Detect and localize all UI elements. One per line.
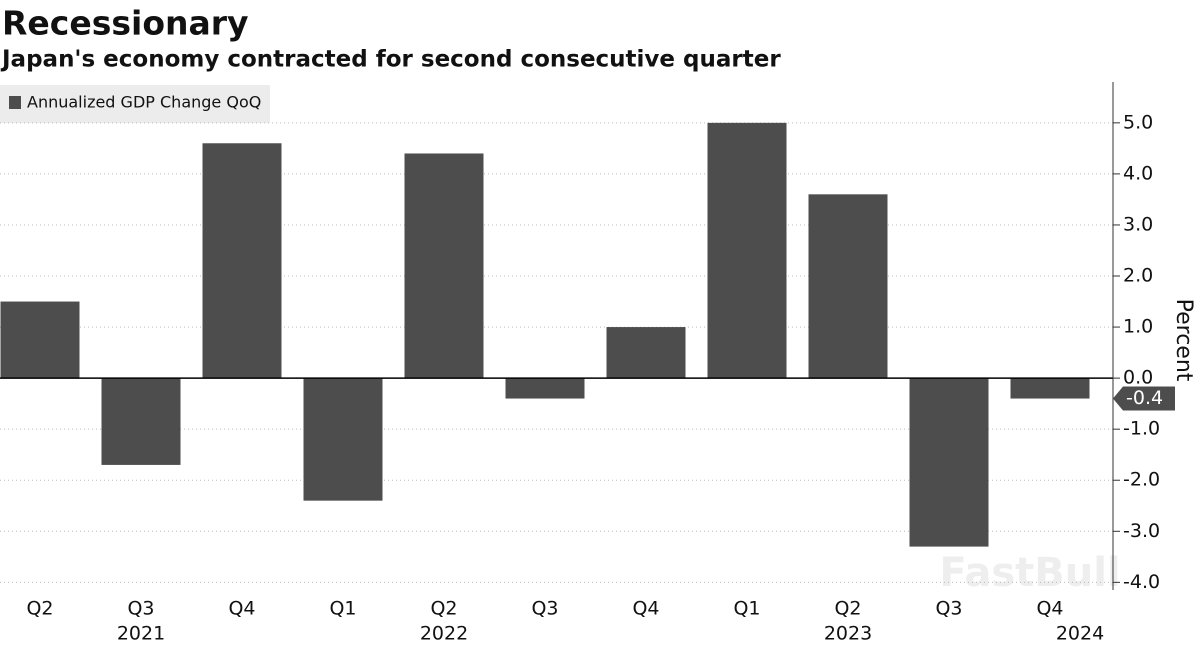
bars	[0, 122, 1090, 547]
y-tick-label: 5.0	[1123, 111, 1153, 133]
x-tick-label: Q3	[531, 598, 558, 620]
x-tick-label: Q2	[834, 598, 861, 620]
watermark: FastBull	[939, 550, 1120, 596]
x-tick-label: Q3	[935, 598, 962, 620]
bar	[707, 122, 787, 379]
legend-label: Annualized GDP Change QoQ	[27, 93, 261, 112]
y-tick-label: 0.0	[1123, 367, 1153, 389]
bar	[505, 378, 585, 399]
bar	[606, 327, 686, 379]
x-tick-label: Q3	[127, 598, 154, 620]
bar	[808, 194, 888, 379]
year-label: 2022	[420, 623, 468, 645]
chart-title: Recessionary	[2, 4, 249, 43]
y-tick-label: 1.0	[1123, 316, 1153, 338]
bar	[202, 143, 282, 379]
legend-box	[0, 85, 270, 123]
value-label: -0.4	[1126, 387, 1163, 409]
year-label: 2021	[117, 623, 165, 645]
y-axis-label: Percent	[1171, 299, 1196, 382]
value-tag	[1113, 386, 1175, 411]
y-tick-label: 2.0	[1123, 265, 1153, 287]
year-label: 2024	[1056, 623, 1104, 645]
y-tick-label: 3.0	[1123, 213, 1153, 235]
x-tick-label: Q4	[1036, 598, 1063, 620]
x-tick-label: Q1	[733, 598, 760, 620]
bar	[909, 378, 989, 547]
y-tick-label: -1.0	[1123, 418, 1160, 440]
x-tick-label: Q4	[632, 598, 659, 620]
bar	[404, 153, 484, 379]
y-tick-label: -3.0	[1123, 520, 1160, 542]
y-tick-label: -4.0	[1123, 571, 1160, 593]
y-tick-label: 4.0	[1123, 162, 1153, 184]
bar	[101, 378, 181, 465]
chart-subtitle: Japan's economy contracted for second co…	[0, 47, 781, 73]
y-tick-label: -2.0	[1123, 469, 1160, 491]
bar	[303, 378, 383, 501]
bar	[0, 301, 80, 379]
year-label: 2023	[824, 623, 872, 645]
x-tick-label: Q1	[329, 598, 356, 620]
bar	[1010, 378, 1090, 399]
x-tick-label: Q2	[430, 598, 457, 620]
x-tick-label: Q4	[228, 598, 255, 620]
legend-swatch	[9, 96, 21, 109]
x-tick-label: Q2	[26, 598, 53, 620]
